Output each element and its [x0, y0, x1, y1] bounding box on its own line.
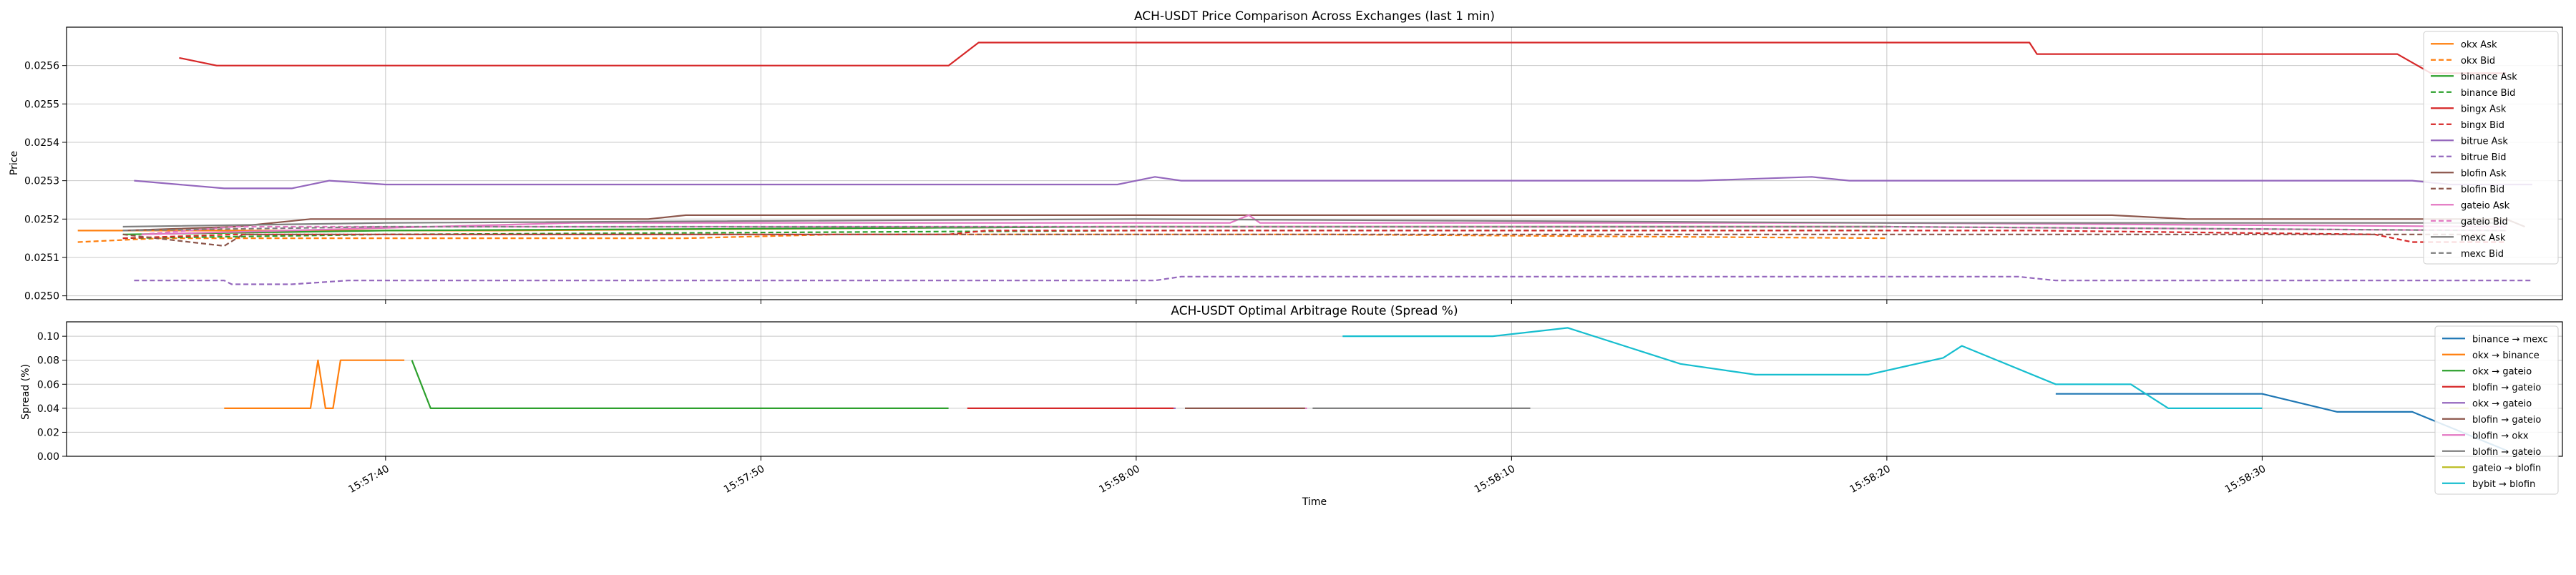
price-legend-label-12: mexc Ask: [2461, 232, 2506, 243]
spread-legend-label-3: blofin → gateio: [2472, 383, 2541, 393]
spread-legend-label-7: blofin → gateio: [2472, 447, 2541, 458]
price-series-bingx-ask-4: [179, 41, 2507, 74]
price-legend-label-9: blofin Bid: [2461, 185, 2504, 195]
spread-legend-label-9: bybit → blofin: [2472, 479, 2535, 490]
price-plot-area: [67, 27, 2562, 300]
price-y-tick-label-3: 0.0253: [24, 176, 59, 187]
spread-chart-title: ACH-USDT Optimal Arbitrage Route (Spread…: [1171, 304, 1458, 318]
spread-series-okx-to-binance-1: [224, 359, 405, 409]
price-series-mexc-ask-12: [122, 218, 2507, 228]
price-y-tick-label-5: 0.0255: [24, 99, 59, 110]
spread-y-tick-label-5: 0.10: [37, 331, 59, 343]
spread-legend-label-4: okx → gateio: [2472, 398, 2532, 409]
price-legend-label-3: binance Bid: [2461, 88, 2515, 99]
spread-legend-label-8: gateio → blofin: [2472, 463, 2541, 473]
spread-y-ticks: 0.00 0.02 0.04 0.06 0.08 0.10: [37, 331, 67, 463]
price-series-mexc-bid-13: [122, 225, 2507, 232]
price-series-okx-bid-1: [77, 233, 1887, 243]
price-y-tick-label-1: 0.0251: [24, 252, 59, 264]
spread-plot-area: [67, 322, 2562, 456]
price-legend-label-11: gateio Bid: [2461, 217, 2508, 227]
x-tick-label-5: 15:58:30: [2223, 463, 2268, 496]
price-y-tick-label-0: 0.0250: [24, 291, 59, 303]
price-series-group: [77, 41, 2532, 285]
price-x-ticks: [385, 300, 2263, 304]
price-y-tick-label-4: 0.0254: [24, 137, 59, 149]
spread-legend-label-0: binance → mexc: [2472, 334, 2548, 345]
spread-legend-label-1: okx → binance: [2472, 350, 2540, 361]
price-axes-frame: [66, 26, 2563, 300]
price-legend-box: [2423, 31, 2559, 265]
spread-y-tick-label-3: 0.06: [37, 379, 59, 390]
spread-legend-label-5: blofin → gateio: [2472, 415, 2541, 426]
price-series-bitrue-ask-6: [134, 176, 2532, 190]
spread-y-tick-label-0: 0.00: [37, 451, 59, 463]
x-axis-label: Time: [1302, 496, 1327, 508]
price-series-bingx-bid-5: [122, 230, 2507, 243]
spread-y-tick-label-2: 0.04: [37, 403, 59, 415]
x-tick-label-2: 15:58:00: [1097, 463, 1141, 496]
price-y-axis-label: Price: [9, 151, 20, 175]
price-legend-label-6: bitrue Ask: [2461, 136, 2508, 147]
spread-legend-box: [2434, 325, 2559, 495]
price-legend: okx Ask okx Bid binance Ask binance Bid bing…: [2423, 31, 2559, 265]
spread-y-axis-label: Spread (%): [20, 364, 31, 420]
arbitrage-spread-panel: ACH-USDT Optimal Arbitrage Route (Spread…: [20, 304, 2563, 508]
price-legend-label-10: gateio Ask: [2461, 200, 2510, 211]
spread-series-okx-to-gateio-2: [411, 360, 949, 409]
price-y-tick-label-6: 0.0256: [24, 61, 59, 72]
price-comparison-panel: ACH-USDT Price Comparison Across Exchang…: [9, 9, 2563, 304]
price-legend-label-0: okx Ask: [2461, 39, 2497, 50]
spread-y-tick-label-1: 0.02: [37, 427, 59, 438]
price-legend-label-5: bingx Bid: [2461, 120, 2504, 131]
spread-y-tick-label-4: 0.08: [37, 355, 59, 367]
price-chart-title: ACH-USDT Price Comparison Across Exchang…: [1134, 9, 1495, 24]
spread-legend-label-6: blofin → okx: [2472, 431, 2529, 441]
price-y-ticks: 0.0250 0.0251 0.0252 0.0253 0.0254 0.0255 0.02…: [24, 61, 67, 303]
spread-series-bybit-to-blofin-9: [1342, 327, 2263, 409]
price-legend-label-8: blofin Ask: [2461, 168, 2507, 179]
spread-legend: binance → mexc okx → binance okx → gateio b…: [2434, 325, 2559, 495]
price-y-tick-label-2: 0.0252: [24, 214, 59, 225]
price-series-blofin-bid-9: [122, 233, 2488, 247]
price-legend-label-4: bingx Ask: [2461, 104, 2507, 114]
price-series-bitrue-bid-7: [134, 275, 2532, 285]
x-tick-label-1: 15:57:50: [722, 463, 766, 496]
spread-x-ticks: 15:57:40 15:57:50 15:58:00 15:58:10 15:58:20…: [346, 456, 2268, 496]
price-legend-label-7: bitrue Bid: [2461, 152, 2506, 163]
price-legend-label-2: binance Ask: [2461, 72, 2517, 82]
price-legend-label-1: okx Bid: [2461, 56, 2495, 67]
price-legend-label-13: mexc Bid: [2461, 249, 2504, 260]
x-tick-label-0: 15:57:40: [346, 463, 391, 496]
x-tick-label-4: 15:58:20: [1848, 463, 1892, 496]
spread-legend-label-2: okx → gateio: [2472, 366, 2532, 377]
x-tick-label-3: 15:58:10: [1473, 463, 1517, 496]
spread-axes-frame: [66, 321, 2563, 457]
